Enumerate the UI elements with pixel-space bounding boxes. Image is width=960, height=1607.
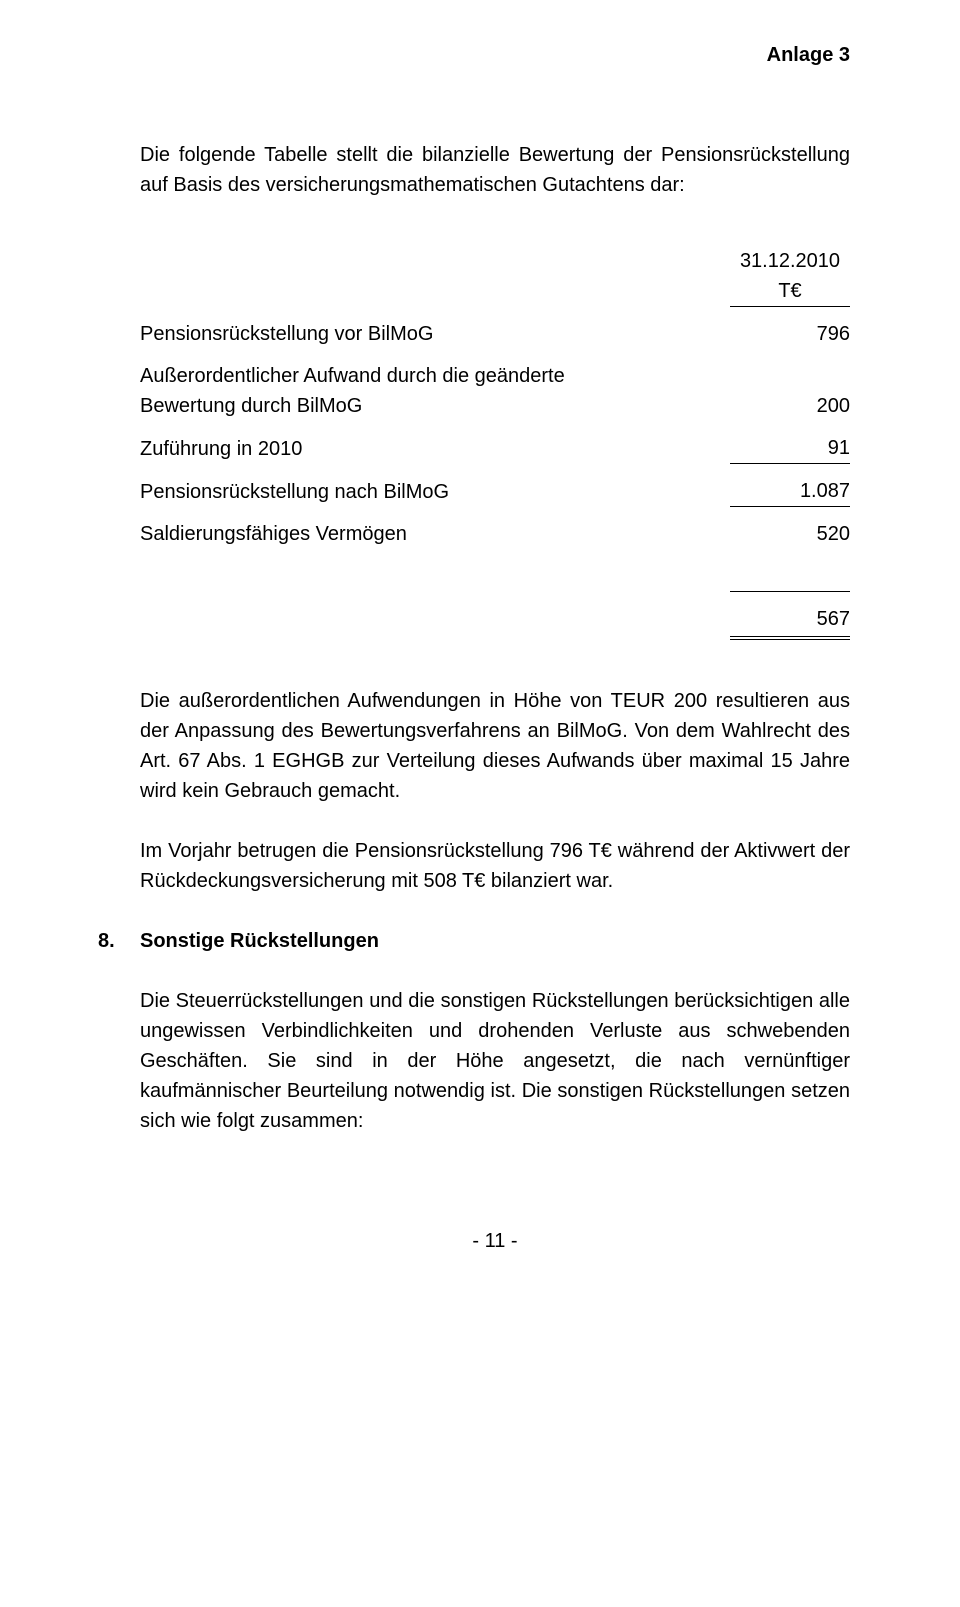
row-label: Pensionsrückstellung nach BilMoG xyxy=(140,470,637,513)
table-date: 31.12.2010 xyxy=(740,250,840,272)
row-value: 796 xyxy=(730,319,850,349)
section-title: Sonstige Rückstellungen xyxy=(140,926,379,956)
row-label: Pensionsrückstellung vor BilMoG xyxy=(140,313,637,355)
paragraph-1: Die außerordentlichen Aufwendungen in Hö… xyxy=(140,686,850,806)
paragraph-2: Im Vorjahr betrugen die Pensionsrückstel… xyxy=(140,836,850,896)
table-row: Pensionsrückstellung nach BilMoG 1.087 xyxy=(140,470,850,513)
row-value-total: 567 xyxy=(730,604,850,640)
table-unit: T€ xyxy=(730,276,850,307)
section-heading: 8. Sonstige Rückstellungen xyxy=(98,926,850,956)
table-row xyxy=(140,555,850,598)
row-value: 520 xyxy=(730,519,850,549)
table-row: Pensionsrückstellung vor BilMoG 796 xyxy=(140,313,850,355)
table-row: Saldierungsfähiges Vermögen 520 xyxy=(140,513,850,555)
page-number: - 11 - xyxy=(140,1226,850,1256)
table-row: Außerordentlicher Aufwand durch die geän… xyxy=(140,355,850,427)
section-number: 8. xyxy=(98,926,140,956)
intro-paragraph: Die folgende Tabelle stellt die bilanzie… xyxy=(140,140,850,200)
table-row-total: 567 xyxy=(140,598,850,646)
table-row: Zuführung in 2010 91 xyxy=(140,427,850,470)
row-label: Außerordentlicher Aufwand durch die geän… xyxy=(140,355,637,427)
table-header-row: 31.12.2010 T€ xyxy=(140,240,850,313)
row-label: Zuführung in 2010 xyxy=(140,427,637,470)
paragraph-3: Die Steuerrückstellungen und die sonstig… xyxy=(140,986,850,1136)
row-label: Saldierungsfähiges Vermögen xyxy=(140,513,637,555)
header-anlage: Anlage 3 xyxy=(140,40,850,70)
row-value: 91 xyxy=(730,433,850,464)
row-value: 200 xyxy=(730,391,850,421)
pension-table: 31.12.2010 T€ Pensionsrückstellung vor B… xyxy=(140,240,850,646)
row-value: 1.087 xyxy=(730,476,850,507)
page: Anlage 3 Die folgende Tabelle stellt die… xyxy=(0,0,960,1316)
